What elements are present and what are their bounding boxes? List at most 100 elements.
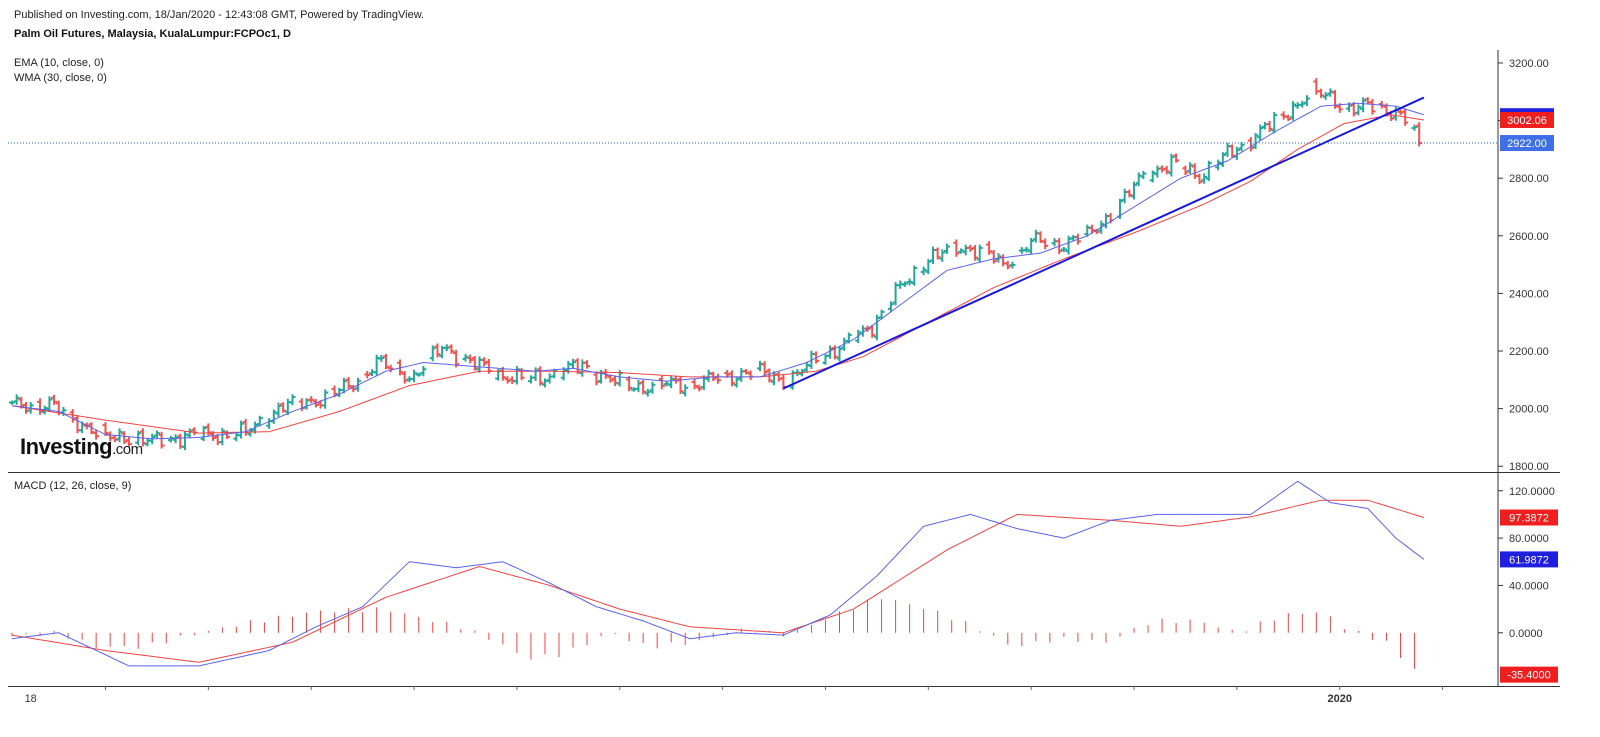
ohlc-bar — [911, 265, 918, 286]
indicator-legend: EMA (10, close, 0) WMA (30, close, 0) — [14, 56, 107, 86]
ohlc-bar — [607, 374, 614, 383]
ohlc-bar — [401, 370, 408, 384]
ohlc-bar — [1215, 159, 1222, 171]
price-label: 3002.06 — [1507, 115, 1547, 127]
ohlc-bar — [1299, 100, 1306, 108]
ohlc-bar — [481, 357, 488, 367]
ohlc-bar — [1163, 165, 1170, 175]
ohlc-bar — [411, 369, 418, 383]
ohlc-bar — [275, 402, 282, 417]
ohlc-bar — [219, 427, 226, 446]
ohlc-bar — [46, 396, 53, 413]
published-caption: Published on Investing.com, 18/Jan/2020 … — [14, 9, 425, 21]
ohlc-bar — [1205, 160, 1212, 181]
investing-logo: Investing.com — [20, 434, 143, 459]
ohlc-bar — [1252, 133, 1259, 150]
ohlc-bar — [934, 247, 941, 260]
ohlc-bar — [1355, 104, 1362, 116]
ohlc-bar — [644, 388, 651, 397]
ohlc-bar — [901, 281, 908, 287]
price-label: 2922.00 — [1507, 138, 1547, 150]
ohlc-bar — [434, 343, 441, 358]
ohlc-bar — [102, 422, 109, 437]
ohlc-bar — [710, 371, 717, 382]
ohlc-bar — [551, 368, 558, 379]
ohlc-bar — [1126, 189, 1133, 198]
ohlc-bar — [878, 309, 885, 320]
ohlc-bar — [682, 384, 689, 397]
ohlc-bar — [640, 379, 647, 395]
ohlc-bar — [705, 369, 712, 383]
ohlc-bar — [387, 364, 394, 373]
macd-pane: 120.0000 80.0000 40.0000 0.0000 97.3872 61.98… — [11, 480, 1558, 683]
macd-label-box — [1500, 551, 1558, 568]
ohlc-bar — [976, 244, 983, 263]
ohlc-bar — [775, 371, 782, 382]
ohlc-bar — [1196, 173, 1203, 185]
ohlc-bar — [1009, 261, 1016, 269]
macd-legend-label[interactable]: MACD (12, 26, close, 9) — [14, 480, 132, 492]
ohlc-bar — [1060, 246, 1067, 253]
ohlc-bar — [383, 353, 390, 370]
price-label-box — [1500, 135, 1554, 152]
ohlc-bar — [1037, 231, 1044, 244]
ohlc-bar — [1285, 114, 1292, 122]
macd-tick-label: 0.0000 — [1509, 628, 1543, 640]
macd-label-box — [1500, 666, 1558, 683]
macd-tick-label: 40.0000 — [1509, 580, 1549, 592]
indicator-lines — [11, 96, 1425, 440]
price-axis: 3200.003000.002800.002600.002400.002200.… — [8, 58, 1554, 705]
ohlc-bar — [420, 365, 427, 377]
ema-line — [11, 102, 1425, 440]
ohlc-bar — [920, 266, 927, 276]
ema-legend-label[interactable]: EMA (10, close, 0) — [14, 57, 104, 69]
ohlc-bar — [9, 400, 15, 405]
ohlc-bar — [925, 259, 932, 275]
ohlc-bar — [691, 378, 698, 390]
ohlc-bar — [462, 354, 469, 362]
time-tick-label: 18 — [25, 693, 37, 705]
ohlc-bar — [51, 394, 58, 405]
macd-label-box — [1500, 509, 1558, 526]
ohlc-bar — [1369, 99, 1376, 115]
ohlc-bar — [1266, 120, 1273, 133]
ohlc-bar — [364, 371, 371, 379]
ohlc-bar — [415, 372, 422, 377]
ohlc-bar — [570, 358, 577, 368]
macd-label: -35.4000 — [1507, 670, 1550, 682]
ohlc-bar — [766, 368, 773, 383]
ohlc-bar — [266, 418, 273, 429]
ohlc-bar — [873, 314, 880, 341]
ohlc-bar — [513, 366, 520, 385]
price-tick-label: 1800.00 — [1509, 461, 1549, 473]
ohlc-bar — [1023, 246, 1030, 253]
ohlc-bar — [1088, 224, 1095, 234]
ohlc-bar — [429, 345, 436, 362]
ohlc-bar — [1187, 162, 1194, 174]
ohlc-bar — [1182, 165, 1189, 176]
ohlc-bar — [1219, 152, 1226, 168]
ohlc-bar — [509, 376, 516, 385]
ohlc-bar — [13, 394, 20, 405]
time-tick-label: 2020 — [1327, 693, 1351, 705]
ohlc-bar — [836, 345, 843, 362]
ohlc-bar — [1322, 92, 1329, 100]
trendline — [782, 96, 1425, 390]
ohlc-bar — [256, 415, 263, 427]
ohlc-bar — [1257, 124, 1264, 141]
ohlc-bar — [1411, 124, 1418, 131]
ohlc-bar — [972, 245, 979, 261]
ohlc-bar — [953, 239, 960, 257]
ohlc-bar — [1004, 261, 1011, 270]
wma-legend-label[interactable]: WMA (30, close, 0) — [14, 72, 107, 84]
ohlc-bar — [270, 409, 277, 424]
ohlc-bar — [504, 376, 511, 384]
ohlc-bar — [125, 436, 132, 448]
ohlc-bar — [663, 381, 670, 387]
ohlc-bar — [593, 371, 600, 386]
ohlc-bar — [990, 250, 997, 264]
ohlc-bar — [584, 360, 591, 369]
price-tick-label: 2600.00 — [1509, 231, 1549, 243]
macd-label: 61.9872 — [1509, 554, 1549, 566]
